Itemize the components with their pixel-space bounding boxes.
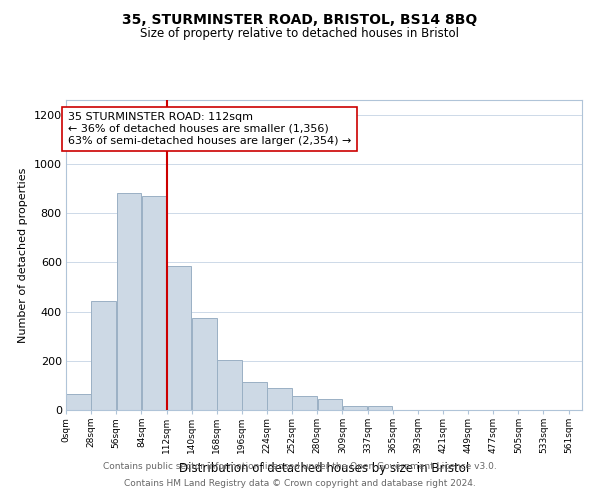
Text: Contains public sector information licensed under the Open Government Licence v3: Contains public sector information licen… xyxy=(103,462,497,471)
Bar xyxy=(217,360,242,410)
Bar xyxy=(167,266,191,410)
Text: Contains HM Land Registry data © Crown copyright and database right 2024.: Contains HM Land Registry data © Crown c… xyxy=(124,478,476,488)
Bar xyxy=(343,406,367,410)
Bar xyxy=(66,394,91,410)
Bar xyxy=(368,406,392,410)
Bar xyxy=(192,318,217,410)
Bar xyxy=(317,399,342,410)
Bar xyxy=(91,300,116,410)
Bar xyxy=(292,396,317,410)
Bar xyxy=(242,382,267,410)
Text: 35 STURMINSTER ROAD: 112sqm
← 36% of detached houses are smaller (1,356)
63% of : 35 STURMINSTER ROAD: 112sqm ← 36% of det… xyxy=(68,112,351,146)
X-axis label: Distribution of detached houses by size in Bristol: Distribution of detached houses by size … xyxy=(179,462,469,474)
Text: 35, STURMINSTER ROAD, BRISTOL, BS14 8BQ: 35, STURMINSTER ROAD, BRISTOL, BS14 8BQ xyxy=(122,12,478,26)
Bar xyxy=(142,196,166,410)
Text: Size of property relative to detached houses in Bristol: Size of property relative to detached ho… xyxy=(140,28,460,40)
Bar xyxy=(116,194,141,410)
Bar xyxy=(267,388,292,410)
Y-axis label: Number of detached properties: Number of detached properties xyxy=(18,168,28,342)
